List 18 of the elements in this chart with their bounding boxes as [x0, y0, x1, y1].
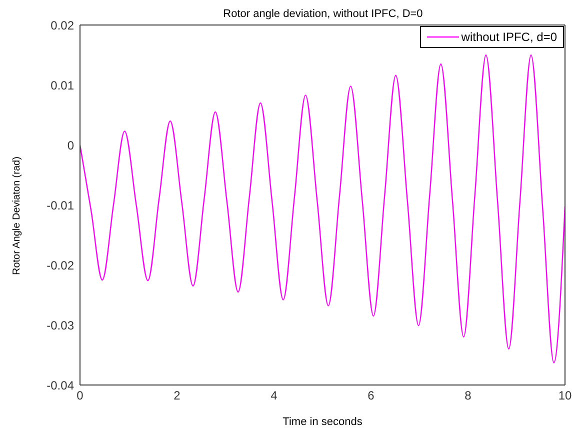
legend-label: without IPFC, d=0 [461, 29, 557, 46]
x-tick-label: 6 [368, 388, 375, 403]
x-tick-label: 8 [464, 388, 472, 403]
y-tick-label: 0.02 [50, 18, 74, 32]
y-tick-label: 0 [67, 138, 74, 152]
line-series [80, 54, 565, 364]
x-tick-label: 0 [76, 388, 84, 403]
x-tick-label: 4 [270, 388, 278, 403]
y-tick-label: 0.01 [50, 78, 74, 92]
chart-title: Rotor angle deviation, without IPFC, D=0 [222, 8, 424, 20]
y-tick-label: -0.02 [46, 258, 74, 272]
y-axis-title: Rotor Angle Deviaton (rad) [12, 156, 23, 275]
x-tick-label: 2 [174, 388, 181, 403]
x-axis-title: Time in seconds [282, 416, 363, 428]
y-tick-label: -0.01 [46, 198, 74, 212]
y-tick-label: -0.03 [46, 318, 74, 332]
x-tick-label: 10 [558, 388, 572, 403]
y-tick-label: -0.04 [46, 378, 74, 392]
